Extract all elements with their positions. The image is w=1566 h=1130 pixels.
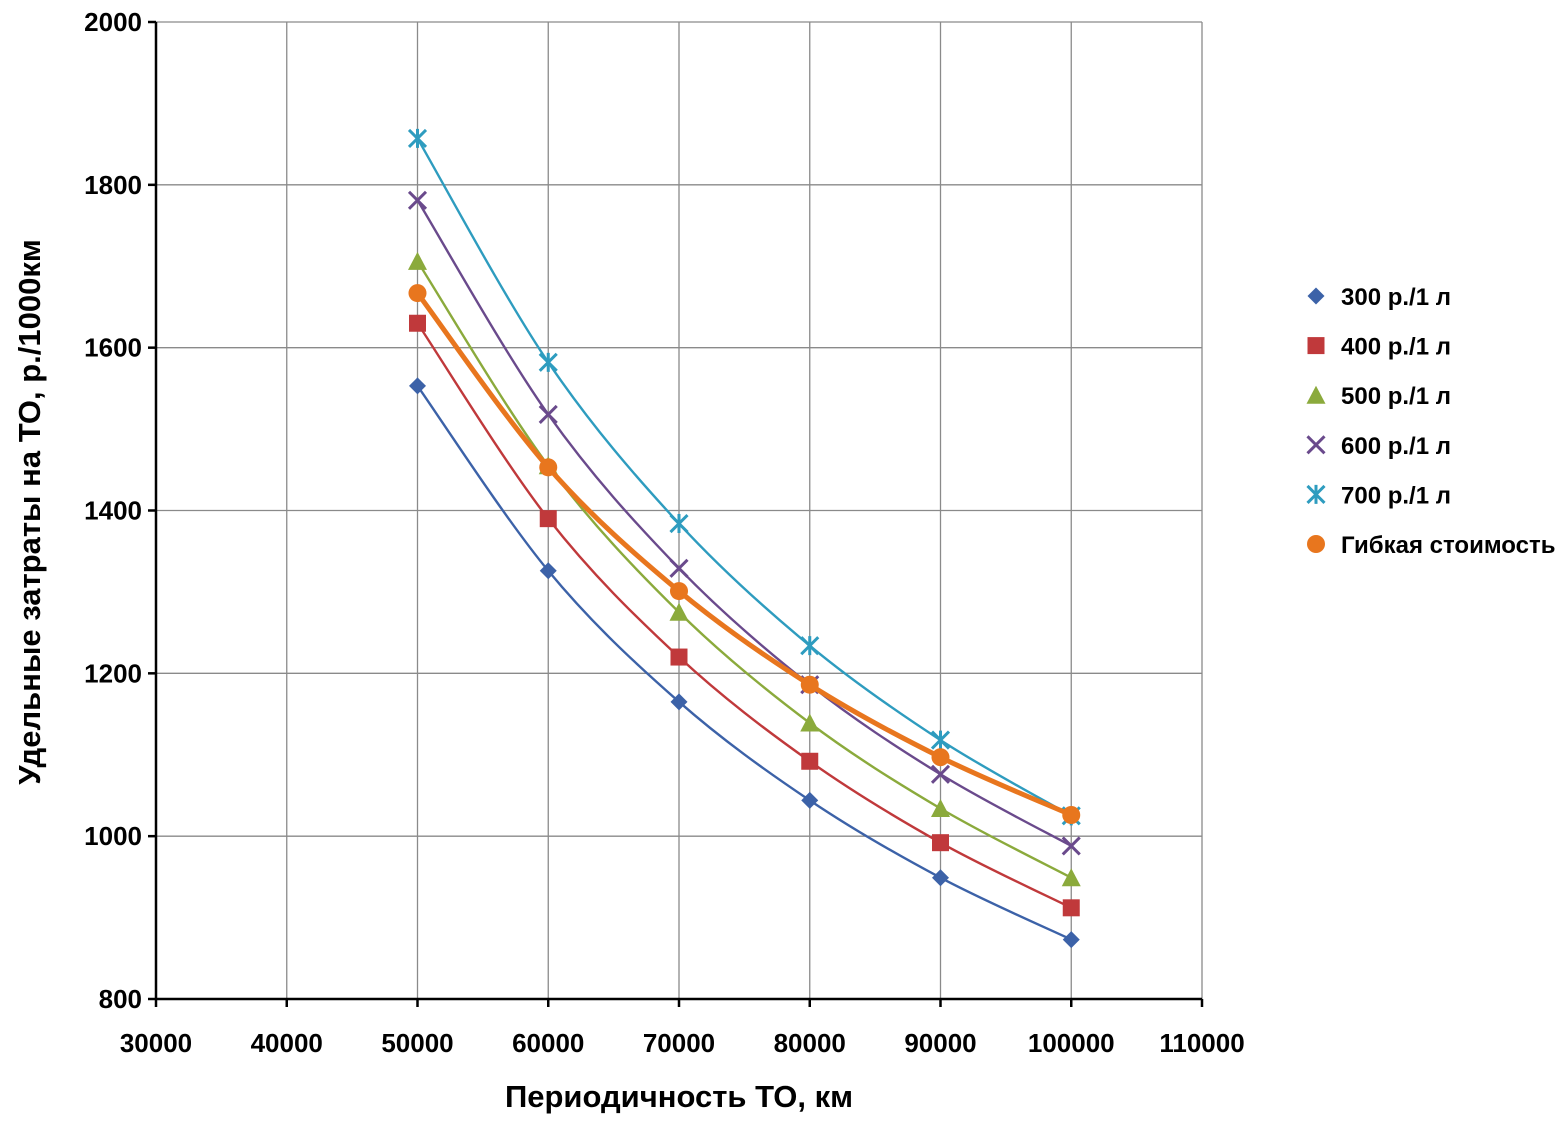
x-tick-label: 70000 [643,1028,715,1058]
tick-labels: 800 1000 1200 1400 1600 1800 2000 30000 40000 500… [84,7,1245,1058]
data-point [1061,836,1081,856]
data-point [670,693,688,711]
legend-item: 300 р./1 л [1307,284,1451,311]
series-line [415,291,1073,818]
x-tick-label: 30000 [120,1028,192,1058]
data-point [538,352,558,372]
legend-item: 600 р./1 л [1306,433,1451,460]
data-point [669,513,689,534]
series-3 [408,251,1081,887]
data-point [539,510,557,528]
data-point [931,748,950,767]
data-point [801,752,819,770]
legend-label: 300 р./1 л [1341,284,1451,311]
data-point [931,798,950,817]
data-point [670,648,688,666]
data-point [932,834,949,852]
x-tick-label: 60000 [512,1028,584,1058]
y-tick-label: 1400 [84,496,142,526]
x-axis-title: Периодичность ТО, км [505,1079,853,1114]
y-tick-label: 1800 [84,170,142,200]
y-tick-label: 1600 [84,333,142,363]
axes [148,20,1204,1007]
data-point [1062,805,1081,824]
data-point [1061,868,1081,887]
data-point [409,377,426,395]
x-tick-label: 80000 [774,1028,846,1058]
legend-item: Гибкая стоимость [1307,532,1555,559]
data-point [407,190,428,210]
data-point [408,284,427,303]
data-point [800,675,819,694]
data-point [669,602,689,621]
data-point [800,636,820,656]
x-tick-label: 40000 [251,1028,323,1058]
legend-item: 500 р./1 л [1306,383,1451,410]
y-axis-title: Удельные затраты на ТО, р./1000км [12,239,47,785]
legend-label: Гибкая стоимость [1341,532,1555,559]
legend-marker [1307,535,1325,553]
series-6 [408,284,1081,824]
x-tick-label: 50000 [381,1028,453,1058]
grid [156,21,1203,999]
data-point [407,128,428,148]
data-point [801,791,819,809]
series-5 [407,128,1081,826]
series-line [416,385,1072,941]
y-tick-label: 800 [99,984,142,1014]
data-point [409,314,426,332]
legend-label: 600 р./1 л [1341,433,1451,460]
data-point [930,730,951,750]
legend-marker [1307,337,1325,355]
series-1 [409,377,1080,949]
series-line [416,199,1072,847]
x-tick-label: 90000 [904,1028,976,1058]
data-point [538,404,558,424]
data-point [669,558,689,578]
series-line [416,260,1072,879]
legend: 300 р./1 л 400 р./1 л 500 р./1 л 600 р./1 л… [1306,284,1555,559]
legend-item: 700 р./1 л [1306,482,1451,509]
legend-marker [1306,435,1326,455]
legend-item: 400 р./1 л [1307,334,1451,361]
legend-marker [1306,385,1326,404]
series-layer [407,128,1081,949]
legend-label: 400 р./1 л [1341,334,1451,361]
data-point [539,458,558,477]
y-tick-label: 1200 [84,658,142,688]
data-point [800,713,820,732]
data-point [539,562,557,580]
data-point [932,869,949,887]
legend-marker [1307,287,1325,305]
y-tick-label: 1000 [84,821,142,851]
data-point [408,251,427,270]
legend-label: 500 р./1 л [1341,383,1451,410]
data-point [1062,899,1080,917]
data-point [930,764,951,784]
legend-marker [1306,484,1326,504]
data-point [1062,931,1080,949]
data-point [670,582,688,601]
series-2 [409,314,1080,917]
y-tick-label: 2000 [84,7,142,37]
legend-label: 700 р./1 л [1341,482,1451,509]
series-line [416,322,1072,909]
x-tick-label: 100000 [1028,1028,1115,1058]
series-line [416,137,1072,817]
x-tick-label: 110000 [1159,1028,1244,1058]
